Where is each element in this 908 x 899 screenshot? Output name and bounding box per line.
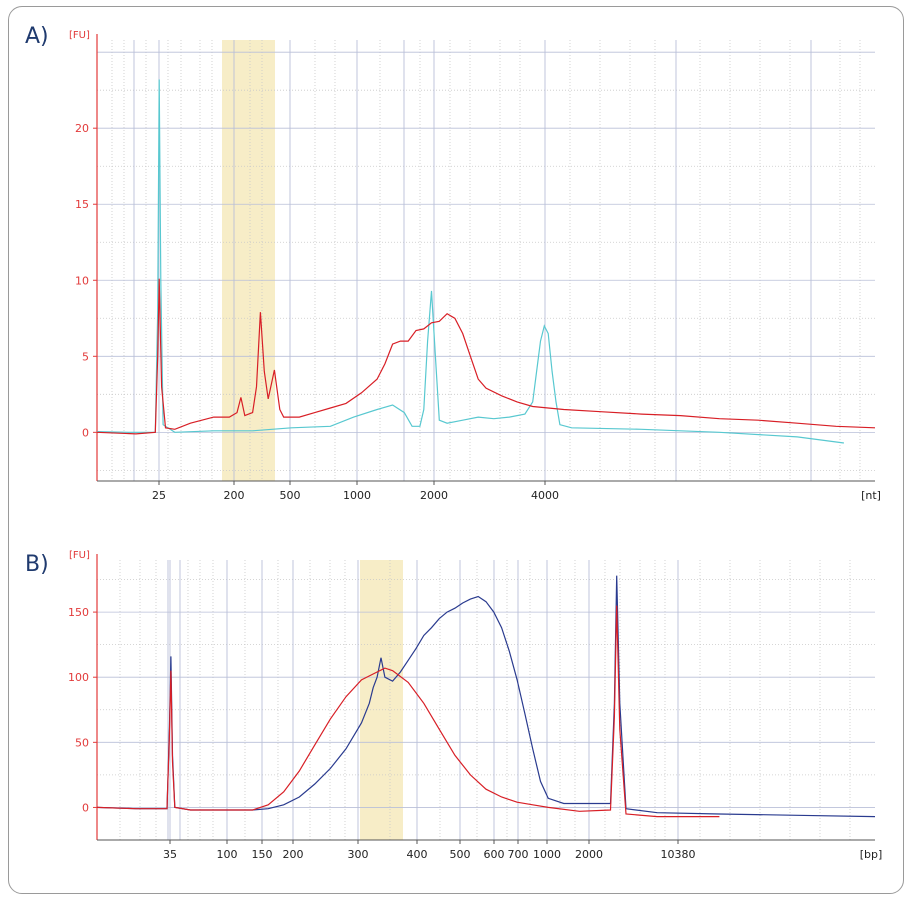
x-tick-label: 300 [348,848,369,861]
highlight-band [222,40,275,481]
series-line-cyan [96,79,844,444]
x-axis-unit: [bp] [860,848,883,861]
x-tick-label: 200 [283,848,304,861]
y-tick-label: 0 [82,801,89,814]
y-tick-label: 100 [68,671,89,684]
series-line-red [96,605,720,818]
y-tick-label: 15 [75,198,89,211]
x-tick-label: 400 [407,848,428,861]
chart-a: 0 5 10 15 20 [FU] 25 200 500 1000 2000 4000 [nt] [69,30,881,502]
x-tick-label: 500 [280,489,301,502]
series-line-red [96,278,876,435]
x-tick-label: 1000 [343,489,371,502]
x-tick-label: 10380 [661,848,696,861]
figure-frame [8,6,904,894]
x-tick-label: 700 [508,848,529,861]
y-tick-label: 10 [75,274,89,287]
x-tick-label: 4000 [531,489,559,502]
x-tick-label: 150 [252,848,273,861]
y-tick-label: 0 [82,426,89,439]
highlight-band [360,560,403,840]
x-tick-label: 25 [152,489,166,502]
panel-a-label: A) [25,24,49,49]
y-tick-label: 50 [75,736,89,749]
y-axis-unit: [FU] [69,550,90,561]
x-tick-label: 2000 [575,848,603,861]
x-tick-label: 2000 [420,489,448,502]
y-tick-label: 5 [82,350,89,363]
y-tick-label: 150 [68,606,89,619]
x-tick-label: 200 [224,489,245,502]
x-axis-unit: [nt] [861,489,881,502]
panel-b-label: B) [25,552,49,577]
x-tick-label: 500 [450,848,471,861]
y-tick-label: 20 [75,122,89,135]
x-tick-label: 35 [163,848,177,861]
x-tick-label: 1000 [533,848,561,861]
x-tick-label: 100 [217,848,238,861]
series-line-blue [96,575,876,818]
y-axis-unit: [FU] [69,30,90,41]
chart-b: 0 50 100 150 [FU] 35 100 150 200 300 400 500 600 700 1… [68,550,883,861]
x-tick-label: 600 [484,848,505,861]
